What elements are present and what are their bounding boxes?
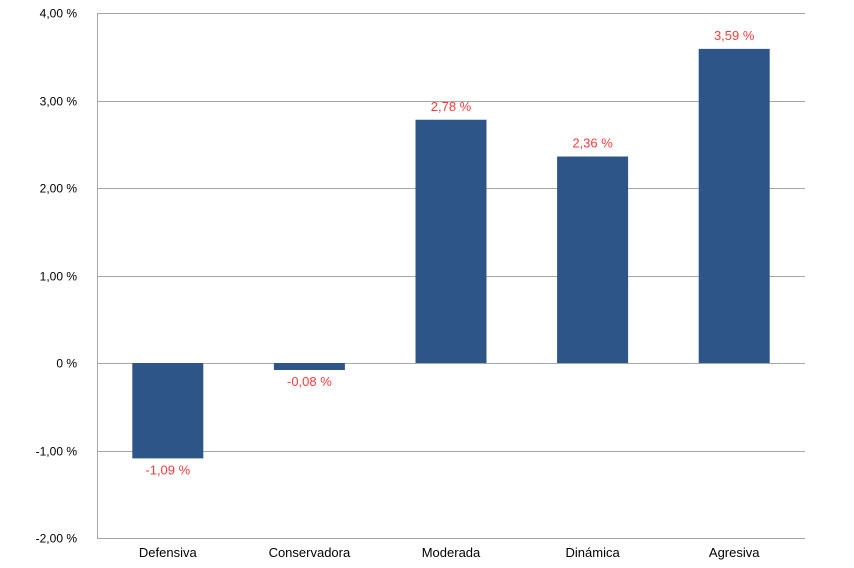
bar-moderada [415,119,487,363]
y-tick-label: 1,00 % [40,270,78,284]
bar-conservadora [273,363,345,370]
y-tick-label: -1,00 % [36,445,78,459]
data-label: 2,36 % [572,136,613,151]
bar-defensiva [132,363,204,459]
x-axis-category-labels: Defensiva Conservadora Moderada Dinámica Agr… [139,545,760,560]
y-tick-label: 0 % [56,357,77,371]
y-tick-label: 3,00 % [40,95,78,109]
data-label: 3,59 % [714,28,755,43]
data-label: -0,08 % [287,374,332,389]
x-category-label: Defensiva [139,545,198,560]
bars [132,48,770,459]
x-category-label: Agresiva [709,545,760,560]
bar-dinámica [557,156,629,363]
y-tick-label: 4,00 % [40,7,78,21]
data-label: 2,78 % [431,99,472,114]
x-category-label: Conservadora [269,545,351,560]
x-category-label: Moderada [422,545,481,560]
data-labels: -1,09 % -0,08 % 2,78 % 2,36 % 3,59 % [145,28,754,478]
y-tick-label: 2,00 % [40,182,78,196]
data-label: -1,09 % [145,462,190,477]
y-axis-tick-labels: -2,00 % -1,00 % 0 % 1,00 % 2,00 % 3,00 % 4,00 … [36,7,78,546]
x-category-label: Dinámica [566,545,621,560]
bar-agresiva [698,48,770,363]
y-tick-label: -2,00 % [36,532,78,546]
